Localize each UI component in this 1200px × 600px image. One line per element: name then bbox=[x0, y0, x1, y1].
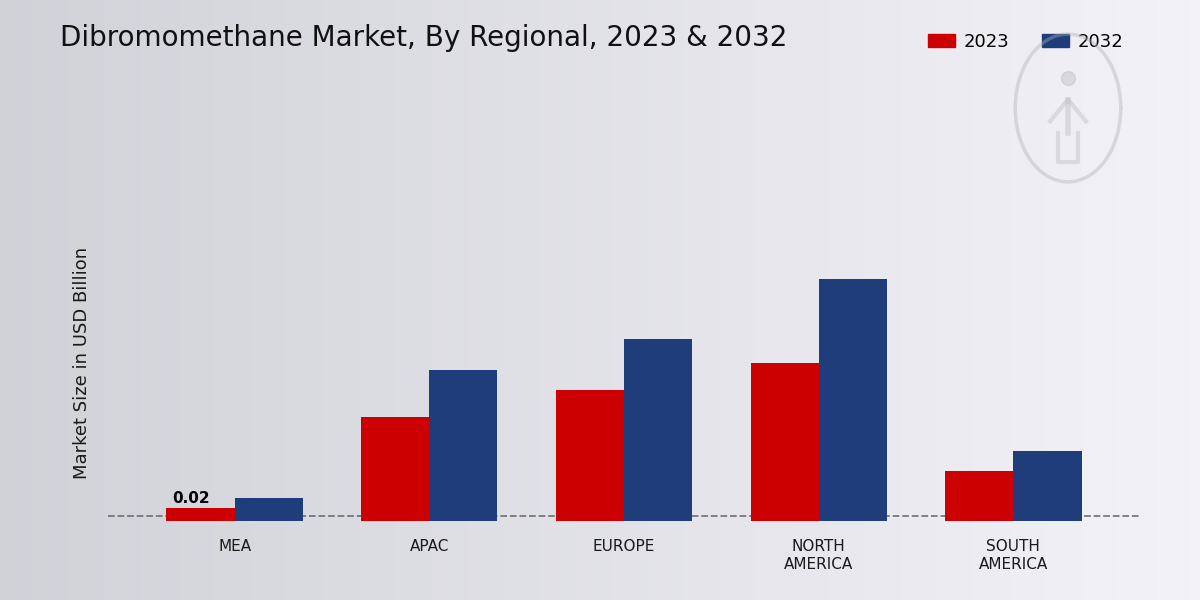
Bar bbox=[361, 417, 430, 521]
Bar bbox=[556, 390, 624, 521]
Bar bbox=[818, 279, 887, 521]
Legend: 2023, 2032: 2023, 2032 bbox=[920, 26, 1130, 58]
Bar bbox=[624, 340, 692, 521]
Bar bbox=[946, 471, 1014, 521]
Bar bbox=[430, 370, 498, 521]
Y-axis label: Market Size in USD Billion: Market Size in USD Billion bbox=[73, 247, 91, 479]
Text: Dibromomethane Market, By Regional, 2023 & 2032: Dibromomethane Market, By Regional, 2023… bbox=[60, 24, 787, 52]
Bar bbox=[750, 363, 818, 521]
Bar bbox=[167, 508, 234, 521]
Bar bbox=[234, 497, 302, 521]
Bar bbox=[1014, 451, 1081, 521]
Text: 0.02: 0.02 bbox=[172, 491, 210, 506]
